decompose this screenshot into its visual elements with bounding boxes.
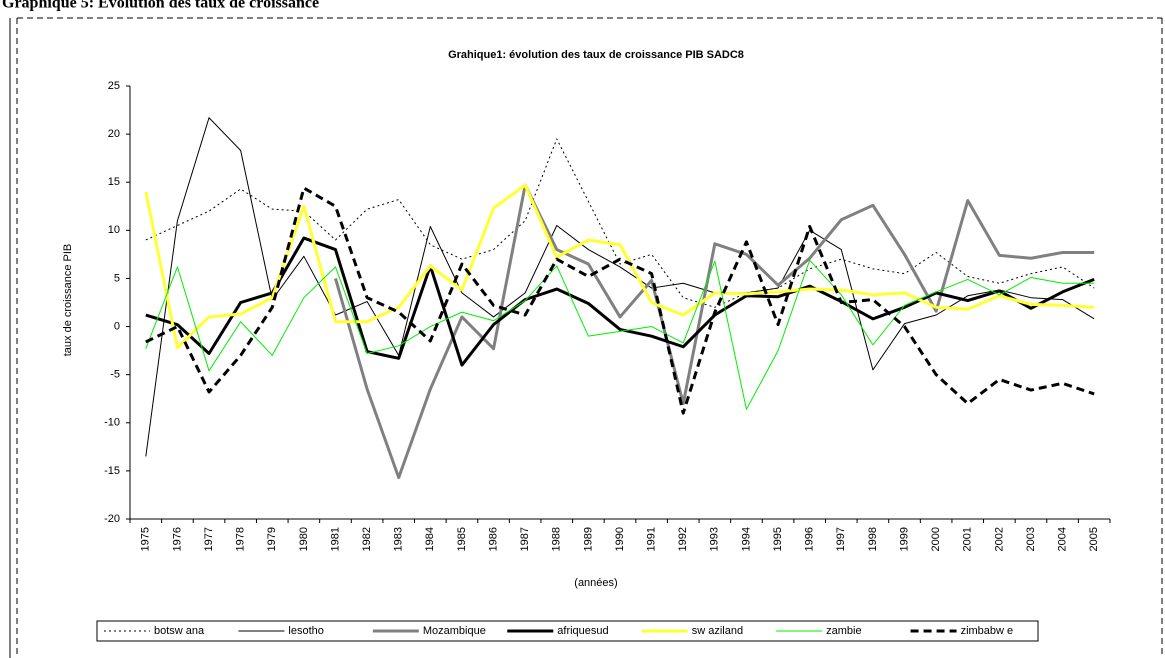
- series-line: [334, 183, 1095, 480]
- x-tick-label: 1986: [487, 527, 499, 551]
- series-line: [144, 183, 1095, 350]
- x-tick-label: 1984: [424, 527, 436, 551]
- x-tick-label: 1976: [171, 527, 183, 551]
- legend-label: Mozambique: [423, 625, 486, 637]
- x-tick-label: 2002: [993, 527, 1005, 551]
- y-tick-label: -10: [104, 417, 120, 429]
- series-line: [145, 236, 1095, 367]
- x-tick-label: 1993: [709, 527, 721, 551]
- y-tick-label: 20: [108, 128, 120, 140]
- y-tick-label: -5: [110, 369, 120, 381]
- y-axis-label: taux de croissance PIB: [62, 244, 74, 357]
- x-tick-label: 2001: [962, 527, 974, 551]
- chart-title: Grahique1: évolution des taux de croissa…: [448, 49, 744, 61]
- legend-label: zambie: [826, 625, 861, 637]
- x-axis-label: (années): [574, 577, 617, 589]
- legend-label: botsw ana: [154, 625, 205, 637]
- x-tick-label: 1977: [203, 527, 215, 551]
- y-tick-label: 15: [108, 176, 120, 188]
- y-tick-label: 10: [108, 224, 120, 236]
- heading: Graphique 5: Evolution des taux de crois…: [2, 0, 319, 12]
- x-tick-label: 1994: [740, 527, 752, 551]
- x-tick-label: 2005: [1088, 527, 1100, 551]
- series-line: [145, 117, 1095, 457]
- x-tick-label: 1992: [677, 527, 689, 551]
- legend-label: zimbabw e: [961, 625, 1014, 637]
- x-tick-label: 1989: [582, 527, 594, 551]
- legend-label: sw aziland: [692, 625, 743, 637]
- y-tick-label: 5: [114, 272, 120, 284]
- y-tick-label: 0: [114, 320, 120, 332]
- legend-label: afriquesud: [557, 625, 608, 637]
- x-tick-label: 1982: [361, 527, 373, 551]
- series-line: [145, 259, 1095, 410]
- x-tick-label: 1990: [614, 527, 626, 551]
- x-tick-label: 1995: [772, 527, 784, 551]
- x-tick-label: 1999: [898, 527, 910, 551]
- y-tick-label: 25: [108, 80, 120, 92]
- legend-box: [96, 620, 1039, 642]
- legend-label: lesotho: [288, 625, 323, 637]
- x-tick-label: 1985: [456, 527, 468, 551]
- x-tick-label: 2004: [1056, 527, 1068, 551]
- y-tick-label: -20: [104, 513, 120, 525]
- x-tick-label: 1998: [867, 527, 879, 551]
- y-tick-label: -15: [104, 465, 120, 477]
- x-tick-label: 1983: [393, 527, 405, 551]
- series-line: [145, 186, 1095, 415]
- x-tick-label: 1978: [235, 527, 247, 551]
- x-tick-label: 1996: [804, 527, 816, 551]
- x-tick-label: 1988: [551, 527, 563, 551]
- x-tick-label: 1991: [646, 527, 658, 551]
- x-tick-label: 1979: [266, 527, 278, 551]
- x-tick-label: 1981: [329, 527, 341, 551]
- x-tick-label: 1975: [140, 527, 152, 551]
- x-tick-label: 1997: [835, 527, 847, 551]
- x-tick-label: 2003: [1025, 527, 1037, 551]
- x-tick-label: 1987: [519, 527, 531, 551]
- series-line: [145, 138, 1095, 308]
- x-tick-label: 2000: [930, 527, 942, 551]
- x-tick-label: 1980: [298, 527, 310, 551]
